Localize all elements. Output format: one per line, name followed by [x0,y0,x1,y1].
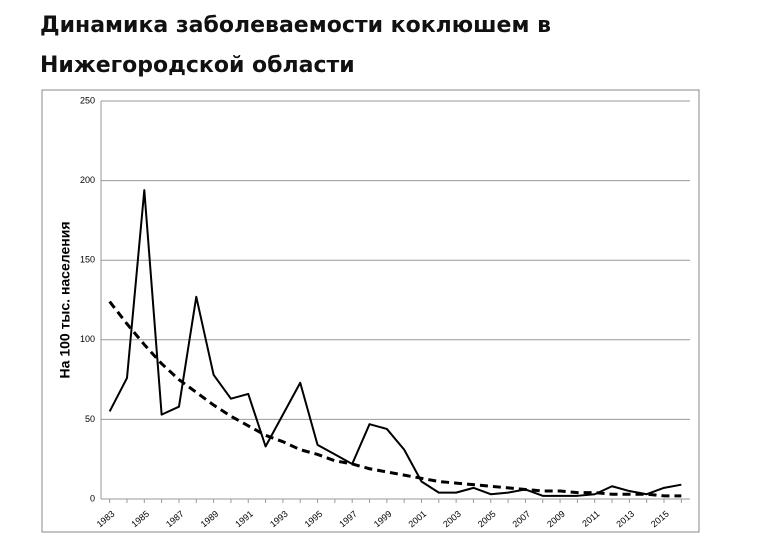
x-tick-label: 2015 [649,509,671,530]
x-tick-label: 1989 [199,509,221,530]
x-tick-label: 1991 [233,509,255,530]
x-tick-label: 1987 [164,509,186,530]
data-line [108,189,682,497]
x-tick-label: 1997 [337,509,359,530]
x-tick-label: 2005 [476,509,498,530]
y-tick-label: 250 [80,95,95,105]
x-tick-label: 1985 [129,509,151,530]
trend-line [108,300,682,498]
x-tick-label: 1993 [268,509,290,530]
y-tick-label: 100 [80,334,95,344]
y-tick-label: 50 [85,414,95,424]
y-tick-label: 0 [90,493,95,503]
x-tick-label: 1995 [303,509,325,530]
y-axis-label: На 100 тыс. населения [57,222,73,379]
y-tick-label: 200 [80,175,95,185]
x-tick-label: 2001 [407,509,429,530]
x-tick-label: 2007 [510,509,532,530]
chart-title: Динамика заболеваемости коклюшем в Нижег… [40,13,552,78]
x-tick-label: 1999 [372,509,394,530]
x-tick-label: 2003 [441,509,463,530]
x-tick-label: 2013 [614,509,636,530]
y-tick-label: 150 [80,255,95,265]
x-tick-label: 1983 [95,509,117,530]
x-tick-label: 2009 [545,509,567,530]
x-tick-label: 2011 [580,509,601,529]
chart-frame [41,89,700,533]
